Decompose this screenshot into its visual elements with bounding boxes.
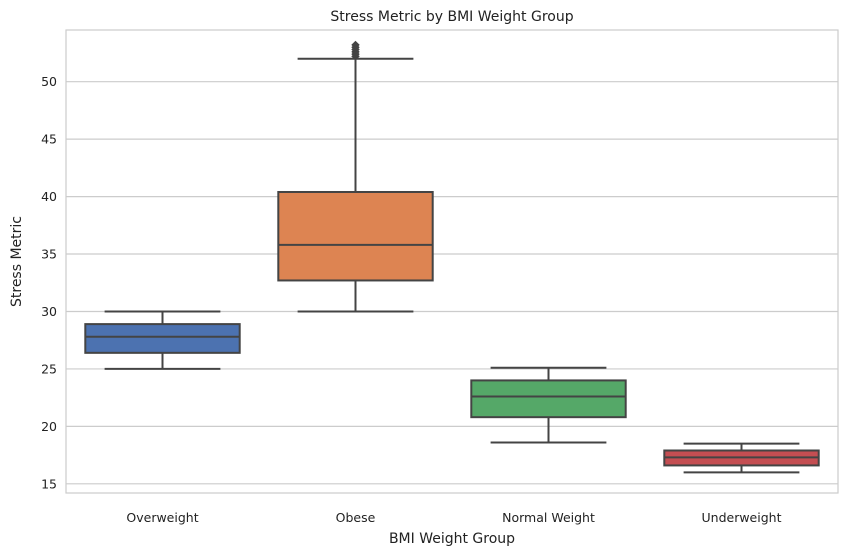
y-tick-label: 45: [41, 132, 57, 147]
gridlines: [66, 81, 838, 485]
y-axis-label: Stress Metric: [9, 216, 25, 307]
x-tick-label: Normal Weight: [502, 510, 595, 525]
outlier-point: [351, 40, 360, 50]
y-tick-label: 15: [41, 476, 57, 491]
box-obese: [277, 40, 434, 313]
x-tick-label: Underweight: [702, 510, 782, 525]
x-tick-label: Overweight: [126, 510, 198, 525]
y-tick-label: 35: [41, 247, 57, 262]
plot-area-frame: [65, 29, 839, 494]
box-overweight: [84, 310, 241, 370]
iqr-box: [470, 379, 627, 419]
y-tick-label: 50: [41, 74, 57, 89]
box-underweight: [663, 442, 820, 474]
box-normal-weight: [470, 366, 627, 444]
y-tick-label: 20: [41, 419, 57, 434]
x-tick-label: Obese: [336, 510, 376, 525]
chart-title: Stress Metric by BMI Weight Group: [330, 9, 573, 25]
y-tick-label: 40: [41, 189, 57, 204]
y-tick-labels: 15 20 25 30 35 40 45 50: [41, 74, 57, 491]
y-tick-label: 30: [41, 304, 57, 319]
boxes: [84, 40, 820, 474]
iqr-box: [84, 323, 241, 354]
iqr-box: [277, 190, 434, 282]
x-axis-label: BMI Weight Group: [389, 531, 515, 547]
y-tick-label: 25: [41, 361, 57, 376]
x-tick-labels: Overweight Obese Normal Weight Underweight: [126, 510, 781, 525]
